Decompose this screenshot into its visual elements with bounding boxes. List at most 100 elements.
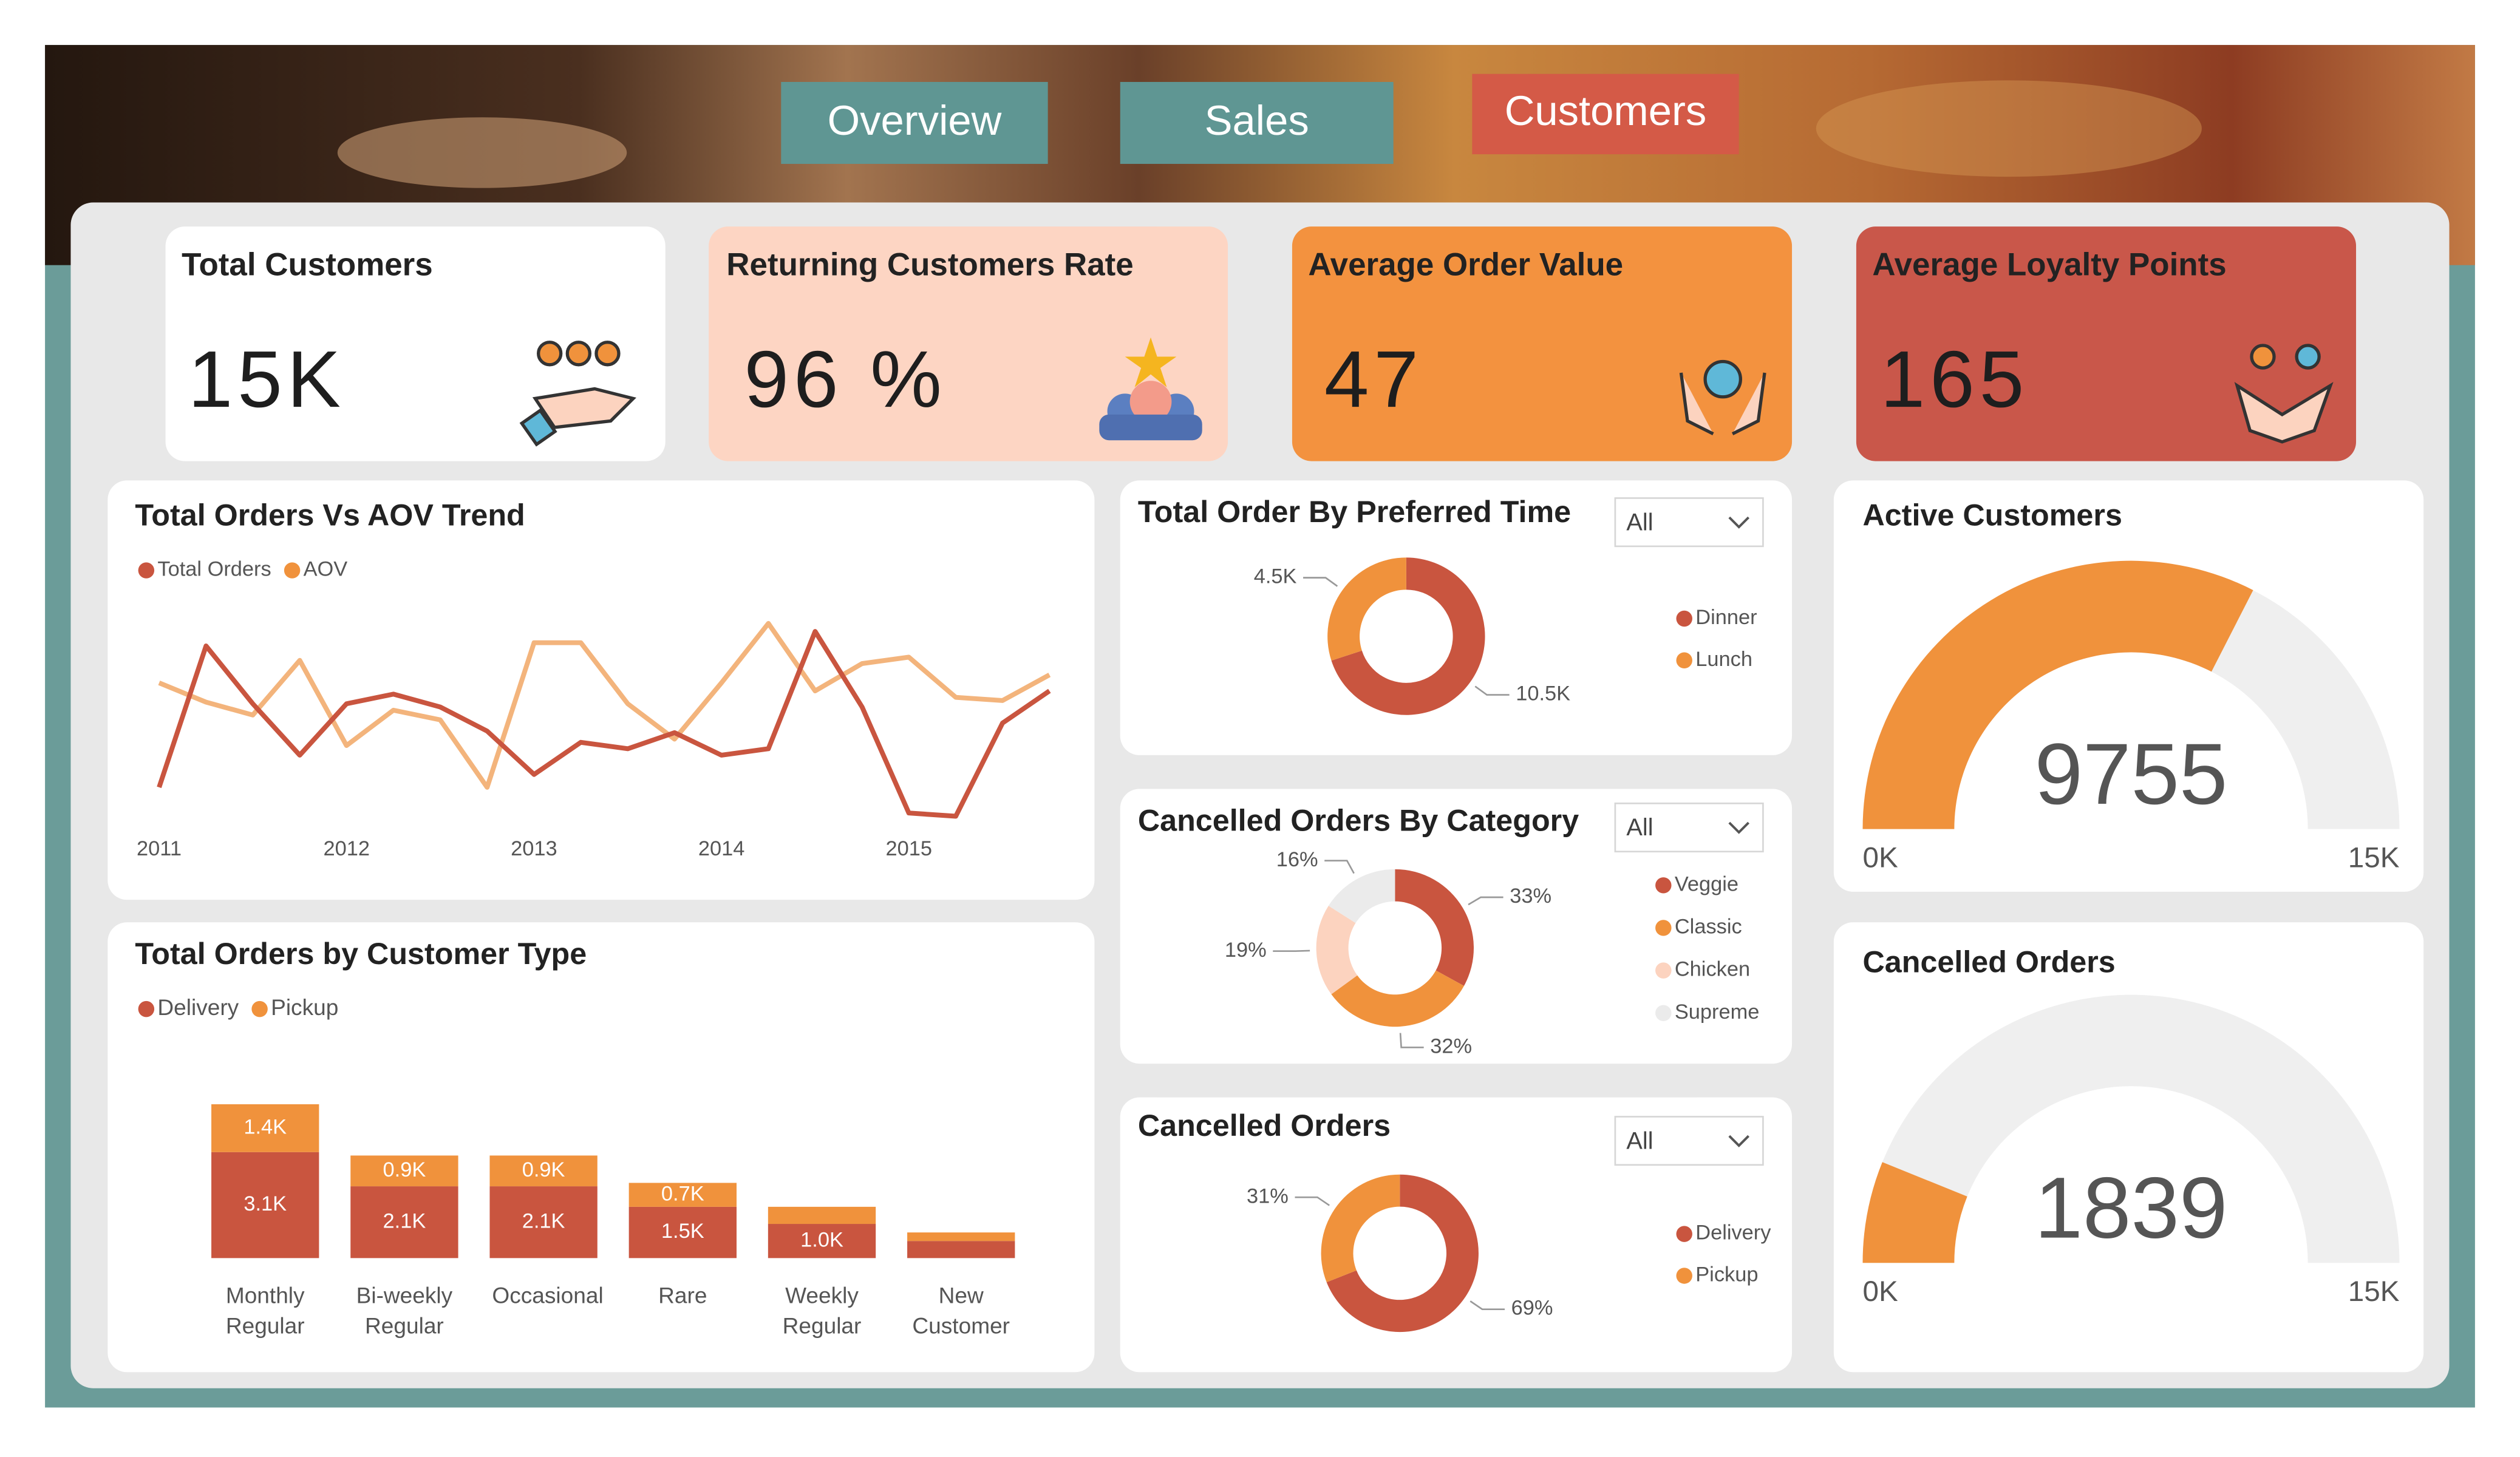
data-label: 4.5K bbox=[1254, 565, 1297, 588]
x-tick-label: Weekly Regular bbox=[782, 1282, 862, 1339]
nav-button[interactable] bbox=[781, 81, 1048, 164]
kpi-title: Total Customers bbox=[182, 246, 433, 282]
data-label: 0.9K bbox=[522, 1158, 565, 1181]
data-label: 33% bbox=[1510, 885, 1551, 908]
kpi-card bbox=[1856, 226, 2357, 461]
data-label: 0.9K bbox=[383, 1158, 426, 1181]
x-tick-label: New Customer bbox=[912, 1282, 1010, 1339]
donut-segment bbox=[1316, 906, 1358, 994]
legend-marker bbox=[1655, 962, 1672, 979]
data-label: 19% bbox=[1225, 939, 1267, 962]
filter-chevron bbox=[1728, 821, 1749, 834]
x-tick-label: Rare bbox=[658, 1282, 707, 1308]
data-label: 0.7K bbox=[661, 1182, 704, 1205]
leader-line bbox=[1399, 1033, 1424, 1048]
donut-segment bbox=[1327, 557, 1406, 661]
legend-marker bbox=[138, 1000, 155, 1017]
chart-title: Cancelled Orders bbox=[1138, 1108, 1391, 1143]
x-tick-label: Rare bbox=[658, 1282, 707, 1308]
leader-line bbox=[1468, 896, 1503, 906]
data-label: 2.1K bbox=[383, 1209, 426, 1232]
bar-segment bbox=[907, 1241, 1015, 1258]
data-label: 1.4K bbox=[243, 1115, 287, 1138]
bar-segment bbox=[211, 1104, 319, 1152]
legend-marker bbox=[1655, 877, 1672, 894]
data-label: 31% bbox=[1247, 1184, 1289, 1207]
legend-marker bbox=[251, 1000, 268, 1017]
kpi-card bbox=[709, 226, 1228, 461]
bar-segment bbox=[628, 1183, 737, 1207]
nav-label[interactable]: Sales bbox=[1205, 97, 1309, 144]
kpi-value: 15K bbox=[188, 335, 346, 424]
kpi-card bbox=[1292, 226, 1793, 461]
filter-dropdown[interactable] bbox=[1614, 803, 1764, 853]
line-series bbox=[158, 620, 1051, 790]
donut-segment bbox=[1326, 1174, 1479, 1333]
chart-title: Total Order By Preferred Time bbox=[1138, 494, 1571, 529]
legend-marker bbox=[1676, 1268, 1692, 1284]
legend-label: Lunch bbox=[1695, 648, 1752, 671]
x-tick-label: 2012 bbox=[323, 837, 370, 860]
chart-title: Total Orders Vs AOV Trend bbox=[135, 498, 525, 532]
data-label: 1.0K bbox=[800, 1228, 843, 1251]
bar-segment bbox=[489, 1155, 598, 1187]
legend-label: Classic bbox=[1675, 915, 1742, 939]
nav-button[interactable] bbox=[1120, 81, 1394, 164]
panel bbox=[107, 480, 1095, 900]
gauge-max: 15K bbox=[2348, 1275, 2400, 1308]
x-tick-label: Monthly Regular bbox=[225, 1282, 305, 1339]
panel bbox=[107, 922, 1095, 1373]
x-tick-label: 2014 bbox=[698, 837, 745, 860]
data-label: 69% bbox=[1511, 1297, 1553, 1320]
data-label: 32% bbox=[1430, 1034, 1472, 1058]
panel bbox=[1833, 480, 2424, 892]
x-tick-label: Weekly Regular bbox=[782, 1282, 862, 1339]
legend-marker bbox=[1676, 1226, 1692, 1242]
leader-line bbox=[1303, 577, 1338, 587]
gauge-fill bbox=[1862, 1162, 1967, 1263]
icon-handshake bbox=[2234, 344, 2334, 444]
kpi-value: 96 % bbox=[744, 335, 946, 424]
data-label: 2.1K bbox=[522, 1209, 565, 1232]
nav-label[interactable]: Overview bbox=[828, 97, 1002, 144]
leader-line bbox=[1474, 685, 1510, 696]
donut-segment bbox=[1331, 970, 1464, 1027]
legend-marker bbox=[1676, 610, 1692, 627]
filter-dropdown[interactable] bbox=[1614, 1116, 1764, 1166]
gauge-fill bbox=[1862, 560, 2253, 829]
gauge-min: 0K bbox=[1863, 842, 1898, 874]
kpi-title: Average Order Value bbox=[1308, 246, 1623, 282]
chart-title: Cancelled Orders bbox=[1863, 944, 2116, 979]
x-tick-label: Occasional bbox=[492, 1282, 604, 1308]
filter-dropdown[interactable] bbox=[1614, 497, 1764, 548]
legend-label: AOV bbox=[304, 558, 348, 581]
leader-line bbox=[1295, 1196, 1330, 1206]
data-label: 3.1K bbox=[243, 1192, 287, 1215]
legend-label: Total Orders bbox=[157, 558, 271, 581]
gauge-value: 9755 bbox=[2035, 726, 2228, 823]
legend-marker bbox=[284, 562, 301, 579]
gauge-min: 0K bbox=[1863, 1275, 1898, 1308]
panel bbox=[1833, 922, 2424, 1373]
banner-decor bbox=[1816, 80, 2202, 177]
bar-segment bbox=[768, 1224, 876, 1258]
bar-segment bbox=[907, 1232, 1015, 1241]
banner-decor bbox=[337, 117, 627, 188]
legend-label: Pickup bbox=[1695, 1263, 1758, 1286]
chart-title: Cancelled Orders By Category bbox=[1138, 803, 1579, 837]
x-tick-label: Monthly Regular bbox=[225, 1282, 305, 1339]
bar-segment bbox=[628, 1206, 737, 1258]
kpi-value: 165 bbox=[1881, 335, 2029, 424]
nav-button-active[interactable] bbox=[1472, 73, 1739, 155]
leader-line bbox=[1324, 860, 1355, 874]
donut-segment bbox=[1321, 1174, 1400, 1283]
nav-label[interactable]: Customers bbox=[1505, 87, 1707, 134]
legend-label: Dinner bbox=[1695, 606, 1757, 629]
donut-segment bbox=[1395, 869, 1474, 987]
icon-hands bbox=[1679, 359, 1766, 435]
legend-marker bbox=[1676, 652, 1692, 669]
legend-label: Delivery bbox=[1695, 1221, 1771, 1245]
chart-title: Active Customers bbox=[1863, 498, 2122, 532]
kpi-title: Returning Customers Rate bbox=[726, 246, 1133, 282]
